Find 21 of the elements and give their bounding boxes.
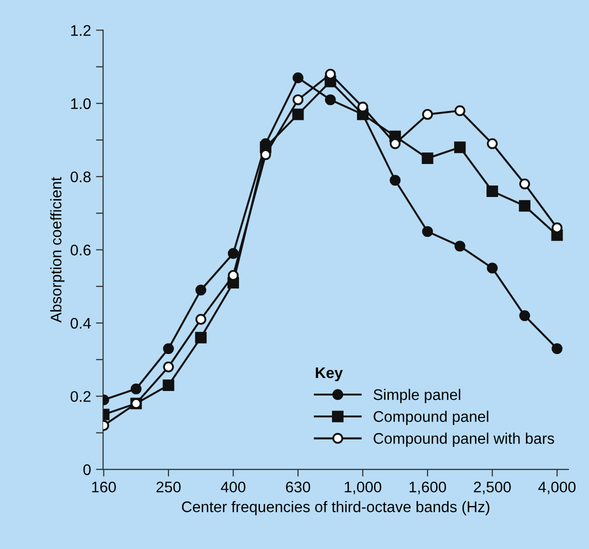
- y-tick-label: 0.8: [70, 171, 91, 182]
- x-tick-label: 4,000: [538, 482, 576, 494]
- legend-label: Compound panel with bars: [374, 432, 554, 447]
- x-tick-label: 250: [156, 482, 181, 492]
- y-tick-label: 0.2: [70, 391, 91, 402]
- legend-label: Simple panel: [374, 388, 460, 404]
- legend-label: Compound panel: [374, 410, 488, 425]
- x-tick-label: 400: [220, 482, 246, 492]
- x-tick-label: 630: [286, 482, 310, 492]
- y-tick-label: 0.4: [70, 318, 91, 329]
- y-tick-label: 1.2: [71, 25, 91, 36]
- x-tick-label: 2,500: [474, 482, 511, 494]
- x-axis-title: Center frequencies of third-octave bands (Hz): [182, 501, 490, 516]
- y-tick-label: 0: [83, 464, 91, 476]
- x-tick-label: 1,600: [410, 482, 446, 494]
- y-tick-label: 0.6: [70, 244, 91, 256]
- y-axis-title: Absorption coefficient: [50, 177, 64, 323]
- y-tick-label: 1.0: [71, 98, 91, 110]
- legend-title: Key: [316, 368, 343, 382]
- x-tick-label: 160: [92, 482, 116, 492]
- x-tick-label: 1,000: [344, 482, 382, 494]
